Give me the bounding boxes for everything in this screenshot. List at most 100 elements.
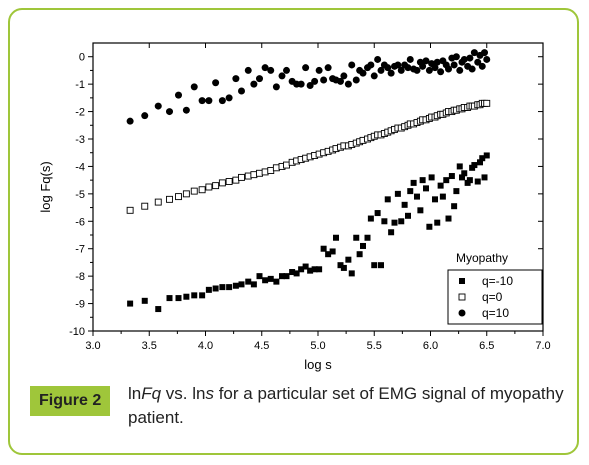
data-point-q-10 xyxy=(329,248,336,255)
data-point-q-10 xyxy=(352,76,360,84)
data-point-q-10 xyxy=(218,97,226,105)
data-point-q-10 xyxy=(468,65,476,73)
data-point-q-0 xyxy=(483,99,491,107)
data-point-q-10 xyxy=(244,66,252,74)
data-point-q-10 xyxy=(344,80,352,88)
data-point-q-10 xyxy=(127,300,134,307)
data-point-q-10 xyxy=(337,77,344,85)
data-point-q-10 xyxy=(311,266,318,273)
figure-label: Figure 2 xyxy=(30,386,111,416)
data-point-q-10 xyxy=(456,163,463,170)
data-point-q-10 xyxy=(388,229,395,236)
data-point-q-0 xyxy=(182,190,190,198)
data-point-q-0 xyxy=(212,182,220,190)
y-tick-label: -6 xyxy=(75,216,85,228)
data-point-q-10 xyxy=(340,264,347,271)
data-point-q-0 xyxy=(190,187,198,195)
x-tick-label: 4.5 xyxy=(254,340,269,352)
y-tick-label: -1 xyxy=(75,79,85,91)
data-point-q-10 xyxy=(238,281,245,288)
data-point-q-0 xyxy=(205,183,213,191)
data-point-q-10 xyxy=(422,57,430,65)
data-point-q-10 xyxy=(315,66,323,74)
data-point-q-10 xyxy=(445,65,452,73)
data-point-q-10 xyxy=(428,174,435,181)
y-axis-label: log Fq(s) xyxy=(38,161,53,212)
legend-marker xyxy=(459,278,465,284)
data-point-q-10 xyxy=(325,251,332,258)
data-point-q-10 xyxy=(474,178,481,185)
data-point-q-10 xyxy=(423,185,429,192)
data-point-q-0 xyxy=(250,171,258,179)
legend-label: q=-10 xyxy=(482,274,513,288)
data-point-q-10 xyxy=(439,193,446,200)
y-tick-label: -4 xyxy=(75,161,85,173)
data-point-q-10 xyxy=(371,262,378,269)
data-point-q-10 xyxy=(474,58,482,66)
data-point-q-10 xyxy=(261,64,269,72)
scatter-chart: 3.0 3.5 4.0 4.5 5.0 5.5 6.0 6.5 7.0 0 -1 -2 -3 -4 -5 -6… xyxy=(38,42,551,372)
data-point-q-0 xyxy=(141,202,149,210)
legend-marker xyxy=(458,309,466,317)
data-point-q-0 xyxy=(198,186,206,194)
data-point-q-10 xyxy=(414,193,420,200)
data-point-q-10 xyxy=(245,278,252,285)
data-point-q-10 xyxy=(483,55,491,63)
data-point-q-0 xyxy=(256,169,263,177)
data-point-q-10 xyxy=(250,80,258,88)
data-point-q-10 xyxy=(316,266,323,273)
data-point-q-10 xyxy=(406,55,414,63)
legend-title: Myopathy xyxy=(456,251,508,265)
data-point-q-10 xyxy=(470,49,478,57)
data-point-q-10 xyxy=(387,69,395,77)
caption-part-3: vs. ln xyxy=(161,384,206,403)
x-axis-label: log s xyxy=(304,357,332,372)
data-point-q-10 xyxy=(398,218,405,225)
data-point-q-10 xyxy=(384,196,391,203)
data-point-q-10 xyxy=(483,152,490,159)
data-point-q-10 xyxy=(298,266,305,273)
data-point-q-0 xyxy=(244,172,252,180)
data-point-q-10 xyxy=(175,91,182,99)
data-point-q-10 xyxy=(333,234,339,241)
data-point-q-10 xyxy=(407,188,414,195)
data-point-q-10 xyxy=(405,212,411,219)
data-point-q-10 xyxy=(182,106,190,114)
data-point-q-10 xyxy=(381,218,388,225)
data-point-q-0 xyxy=(218,179,226,187)
data-point-q-10 xyxy=(141,112,149,120)
data-point-q-10 xyxy=(478,62,486,70)
data-point-q-0 xyxy=(232,176,240,184)
x-tick-label: 6.5 xyxy=(479,340,494,352)
data-point-q-10 xyxy=(374,210,381,217)
y-tick-label: -8 xyxy=(75,271,85,283)
data-point-q-10 xyxy=(289,269,296,276)
data-point-q-0 xyxy=(238,173,245,181)
data-point-q-10 xyxy=(198,97,206,105)
data-point-q-10 xyxy=(477,159,483,166)
data-point-q-10 xyxy=(450,61,458,69)
data-point-q-10 xyxy=(367,61,375,69)
data-point-q-10 xyxy=(410,179,417,186)
data-point-q-10 xyxy=(360,242,366,249)
data-point-q-10 xyxy=(471,162,478,169)
data-point-q-10 xyxy=(191,292,198,299)
data-point-q-10 xyxy=(348,270,355,277)
caption-part-5: for a particular set of EMG signal of my… xyxy=(128,384,564,427)
x-tick-label: 3.5 xyxy=(142,340,157,352)
data-point-q-10 xyxy=(425,66,433,74)
data-point-q-0 xyxy=(272,164,280,172)
data-point-q-0 xyxy=(175,193,182,201)
data-point-q-10 xyxy=(433,58,441,66)
data-point-q-10 xyxy=(311,77,319,85)
data-point-q-10 xyxy=(456,66,464,74)
data-point-q-10 xyxy=(353,234,360,241)
caption-part-4: s xyxy=(205,384,214,403)
data-point-q-10 xyxy=(199,292,206,299)
data-point-q-10 xyxy=(397,66,405,74)
data-point-q-10 xyxy=(320,76,328,84)
data-point-q-10 xyxy=(283,273,290,280)
data-point-q-10 xyxy=(364,234,371,241)
data-point-q-10 xyxy=(345,256,352,263)
y-tick-label: -2 xyxy=(75,107,85,119)
